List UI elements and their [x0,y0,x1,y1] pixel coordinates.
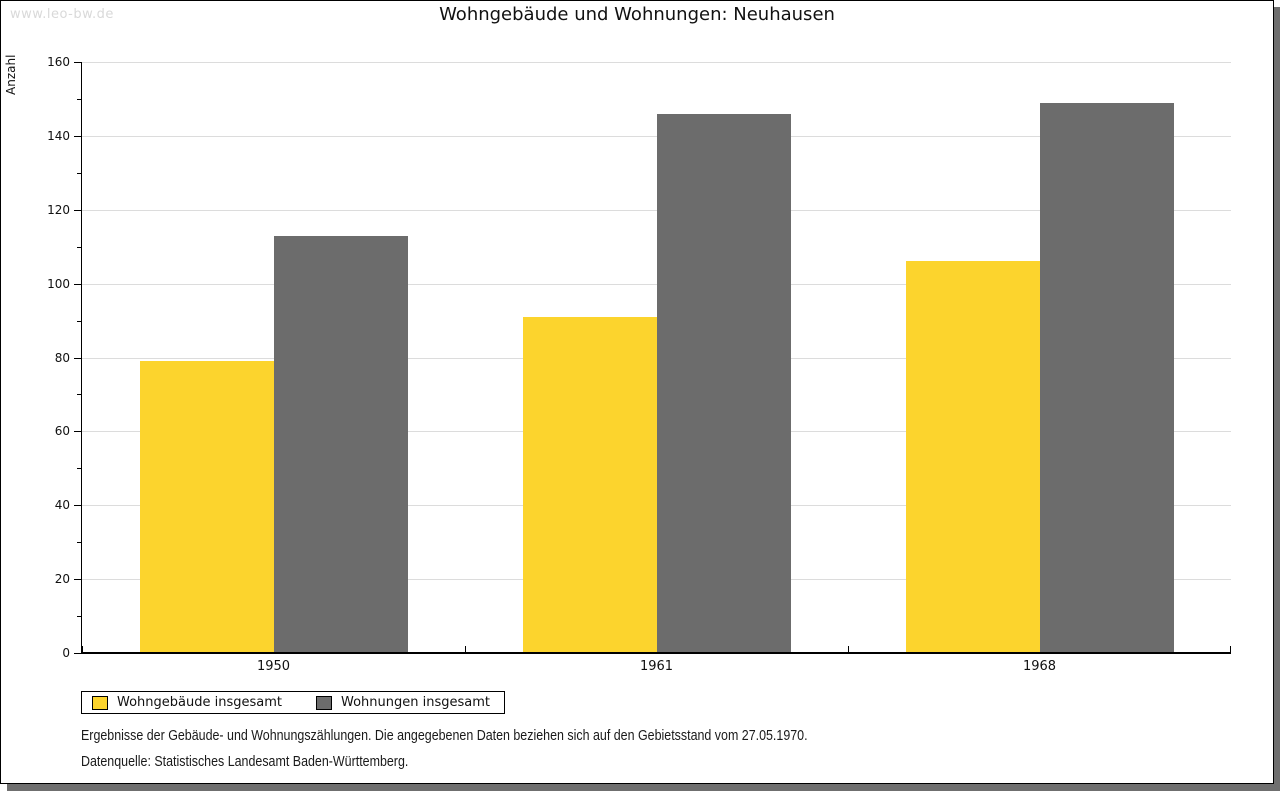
y-axis-minor-tick [77,320,82,322]
bar-wohngebaeude-1961 [522,316,657,653]
y-axis-tick-label: 40 [54,498,70,513]
y-axis-major-tick [74,283,82,285]
y-axis-major-tick [74,579,82,581]
y-axis-tick-label: 120 [47,202,70,217]
x-axis-tick-label: 1968 [1022,659,1057,674]
y-axis-tick-label: 100 [47,276,70,291]
plot-area: 0 20 40 60 80 100 120 140 160 1950 1961 1968 [47,56,1231,674]
y-axis-major-tick [74,357,82,359]
bar-wohnungen-1968 [1039,102,1174,653]
y-axis-minor-tick [77,542,82,544]
x-axis-tick-label: 1961 [639,659,674,674]
legend-swatch-icon [316,695,332,710]
y-axis-minor-tick [77,468,82,470]
legend-swatch-icon [92,695,108,710]
y-axis-tick-label: 60 [54,424,70,439]
legend-label: Wohnungen insgesamt [341,695,490,710]
x-axis-tick-label: 1950 [256,659,291,674]
y-axis-title: Anzahl [4,54,18,95]
x-axis-tick [82,646,83,653]
y-axis-tick-label: 160 [47,55,70,69]
legend: Wohngebäude insgesamt Wohnungen insgesamt [81,691,505,714]
y-axis-minor-tick [77,394,82,396]
y-axis-major-tick [74,653,82,654]
legend-label: Wohngebäude insgesamt [117,695,282,710]
y-axis-line [81,62,82,653]
x-axis-tick [848,646,849,653]
y-axis-major-tick [74,431,82,433]
x-axis-tick [465,646,466,653]
y-axis-tick-label: 80 [54,350,70,365]
chart-title: Wohngebäude und Wohnungen: Neuhausen [439,4,835,25]
footer-note-data-source: Datenquelle: Statistisches Landesamt Bad… [81,753,409,770]
bar-wohngebaeude-1950 [139,361,274,653]
bar-wohngebaeude-1968 [905,261,1040,653]
x-axis-line [81,652,1231,654]
y-axis-major-tick [74,135,82,137]
y-axis-major-tick [74,505,82,507]
y-axis-tick-label: 0 [62,646,70,660]
y-axis-minor-tick [77,616,82,618]
bar-wohnungen-1961 [656,113,791,653]
legend-item-wohngebaeude: Wohngebäude insgesamt [92,695,282,710]
y-axis-minor-tick [77,98,82,100]
footer-note-source-period: Ergebnisse der Gebäude- und Wohnungszähl… [81,727,808,744]
bar-wohnungen-1950 [273,235,408,653]
y-axis-minor-tick [77,172,82,174]
y-axis-minor-tick [77,246,82,248]
y-axis-major-tick [74,62,82,63]
y-axis-major-tick [74,209,82,211]
y-axis-tick-label: 20 [54,572,70,587]
legend-item-wohnungen: Wohnungen insgesamt [316,695,490,710]
watermark-text: www.leo-bw.de [10,7,114,22]
y-axis-tick-label: 140 [47,128,70,143]
y-gridline [82,62,1231,63]
x-axis-tick [1230,646,1231,653]
